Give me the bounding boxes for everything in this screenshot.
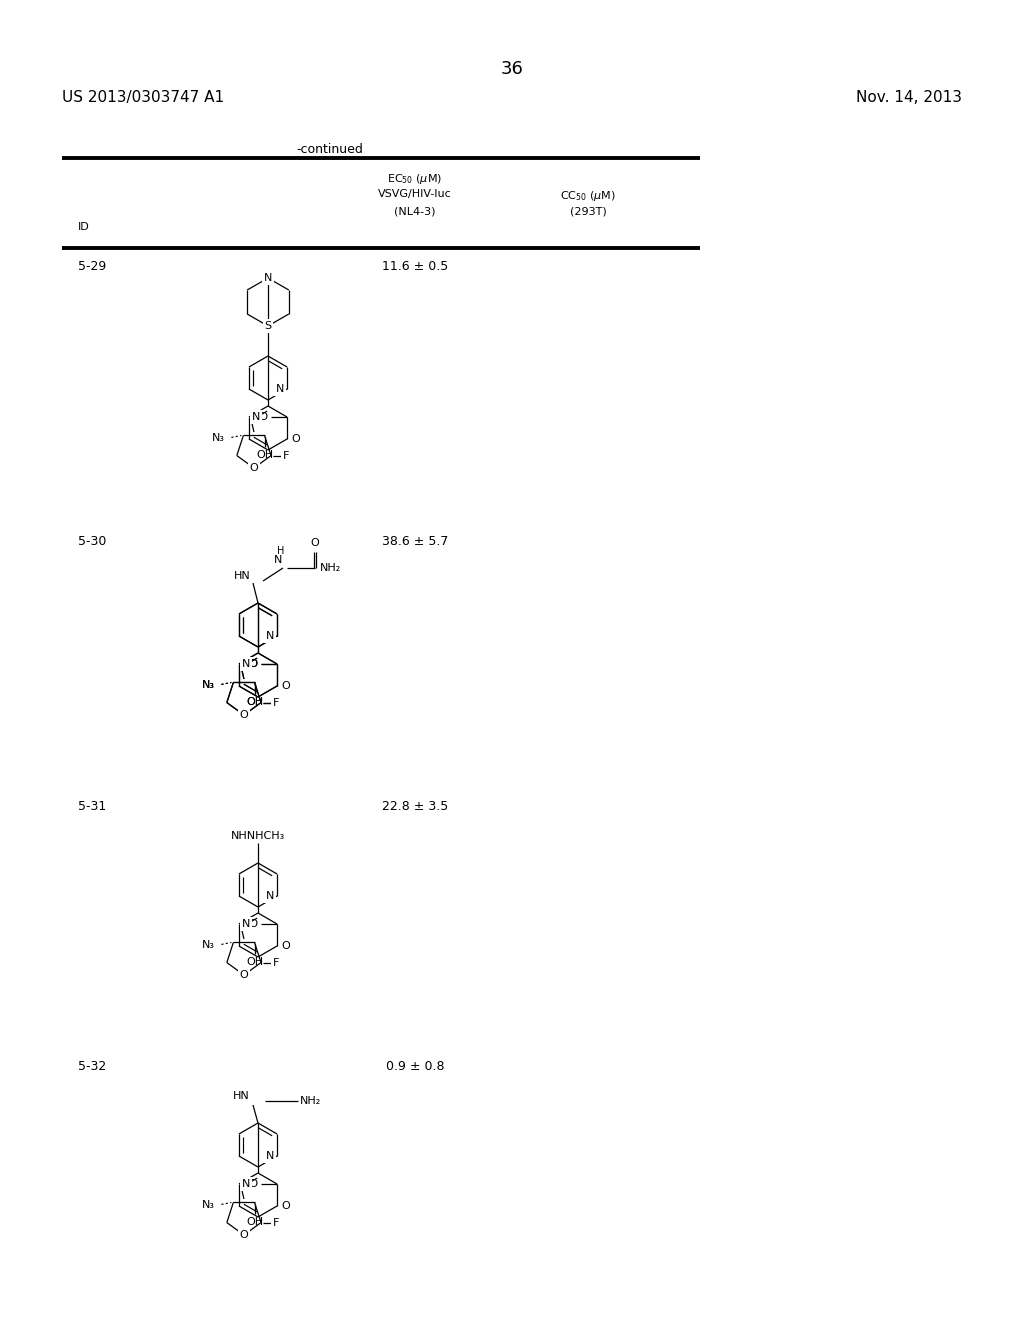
Text: 5-31: 5-31 <box>78 800 106 813</box>
Text: 38.6 ± 5.7: 38.6 ± 5.7 <box>382 535 449 548</box>
Text: 5-29: 5-29 <box>78 260 106 273</box>
Text: OH: OH <box>256 450 273 461</box>
Text: N: N <box>242 919 250 929</box>
Text: O: O <box>281 681 290 690</box>
Text: OH: OH <box>246 697 263 708</box>
Text: F: F <box>272 697 280 708</box>
Text: F: F <box>272 697 280 708</box>
Text: US 2013/0303747 A1: US 2013/0303747 A1 <box>62 90 224 106</box>
Text: HO: HO <box>242 659 259 669</box>
Text: N: N <box>242 659 250 669</box>
Text: (293T): (293T) <box>569 207 606 216</box>
Text: O: O <box>281 681 290 690</box>
Text: N: N <box>265 891 274 902</box>
Text: O: O <box>240 710 249 719</box>
Text: HN: HN <box>234 572 251 581</box>
Text: ID: ID <box>78 222 90 232</box>
Text: 11.6 ± 0.5: 11.6 ± 0.5 <box>382 260 449 273</box>
Text: N: N <box>265 1151 274 1162</box>
Text: O: O <box>281 941 290 950</box>
Text: N: N <box>242 1179 250 1189</box>
Text: 0.9 ± 0.8: 0.9 ± 0.8 <box>386 1060 444 1073</box>
Text: OH: OH <box>246 697 263 708</box>
Text: NH₂: NH₂ <box>300 1096 322 1106</box>
Text: N: N <box>265 631 274 642</box>
Text: HO: HO <box>242 659 259 669</box>
Text: N: N <box>275 384 284 393</box>
Text: O: O <box>250 463 258 473</box>
Text: O: O <box>240 1230 249 1239</box>
Text: 36: 36 <box>501 59 523 78</box>
Text: 5-32: 5-32 <box>78 1060 106 1073</box>
Text: N₃: N₃ <box>203 680 215 690</box>
Text: N: N <box>242 659 250 669</box>
Text: Nov. 14, 2013: Nov. 14, 2013 <box>856 90 962 106</box>
Text: N: N <box>264 273 272 282</box>
Text: N₃: N₃ <box>203 680 215 690</box>
Text: HN: HN <box>233 1092 250 1101</box>
Text: N: N <box>273 554 283 565</box>
Text: N₃: N₃ <box>203 1200 215 1210</box>
Text: (NL4-3): (NL4-3) <box>394 207 436 216</box>
Text: O: O <box>281 1201 290 1210</box>
Text: EC$_{50}$ ($\mu$M): EC$_{50}$ ($\mu$M) <box>387 172 442 186</box>
Text: F: F <box>283 450 289 461</box>
Text: O: O <box>291 434 300 444</box>
Text: N: N <box>265 631 274 642</box>
Text: HO: HO <box>252 412 269 422</box>
Text: O: O <box>240 710 249 719</box>
Text: O: O <box>310 539 319 548</box>
Text: NHNHCH₃: NHNHCH₃ <box>230 832 285 841</box>
Text: 5-30: 5-30 <box>78 535 106 548</box>
Text: HO: HO <box>242 919 259 929</box>
Text: -continued: -continued <box>297 143 364 156</box>
Text: S: S <box>264 321 271 331</box>
Text: N: N <box>252 412 260 422</box>
Text: H: H <box>278 546 285 556</box>
Text: N₃: N₃ <box>212 433 225 444</box>
Text: F: F <box>272 1217 280 1228</box>
Text: VSVG/HIV-luc: VSVG/HIV-luc <box>378 189 452 199</box>
Text: O: O <box>240 970 249 979</box>
Text: NH₂: NH₂ <box>319 564 341 573</box>
Text: HO: HO <box>242 1179 259 1189</box>
Text: CC$_{50}$ ($\mu$M): CC$_{50}$ ($\mu$M) <box>560 189 615 203</box>
Text: OH: OH <box>246 957 263 968</box>
Text: F: F <box>272 957 280 968</box>
Text: 22.8 ± 3.5: 22.8 ± 3.5 <box>382 800 449 813</box>
Text: OH: OH <box>246 1217 263 1228</box>
Text: N₃: N₃ <box>203 940 215 950</box>
